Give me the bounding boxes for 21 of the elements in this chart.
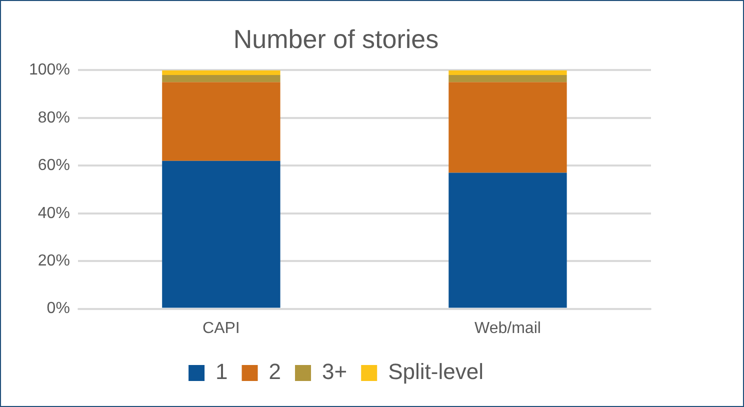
bar	[162, 74, 280, 82]
bar	[448, 70, 567, 75]
y-tick-label: 40%	[38, 204, 70, 222]
bar	[448, 82, 567, 173]
y-tick-label: 0%	[46, 300, 70, 318]
bar	[448, 172, 567, 308]
x-tick-label: Web/mail	[474, 320, 541, 337]
y-tick-label: 60%	[38, 157, 70, 174]
y-tick-label: 80%	[38, 109, 70, 126]
x-tick-label: CAPI	[202, 320, 240, 337]
chart-title: Number of stories	[233, 24, 439, 54]
legend-label: 2	[268, 359, 282, 384]
legend-label: 3+	[322, 359, 348, 384]
legend-label: Split-level	[388, 359, 484, 384]
bar	[448, 74, 567, 82]
y-tick-label: 20%	[38, 252, 70, 270]
legend-label: 1	[216, 359, 228, 384]
bar	[162, 70, 280, 75]
y-tick-label: 100%	[29, 62, 70, 79]
bar	[162, 160, 280, 308]
bar	[162, 82, 280, 161]
